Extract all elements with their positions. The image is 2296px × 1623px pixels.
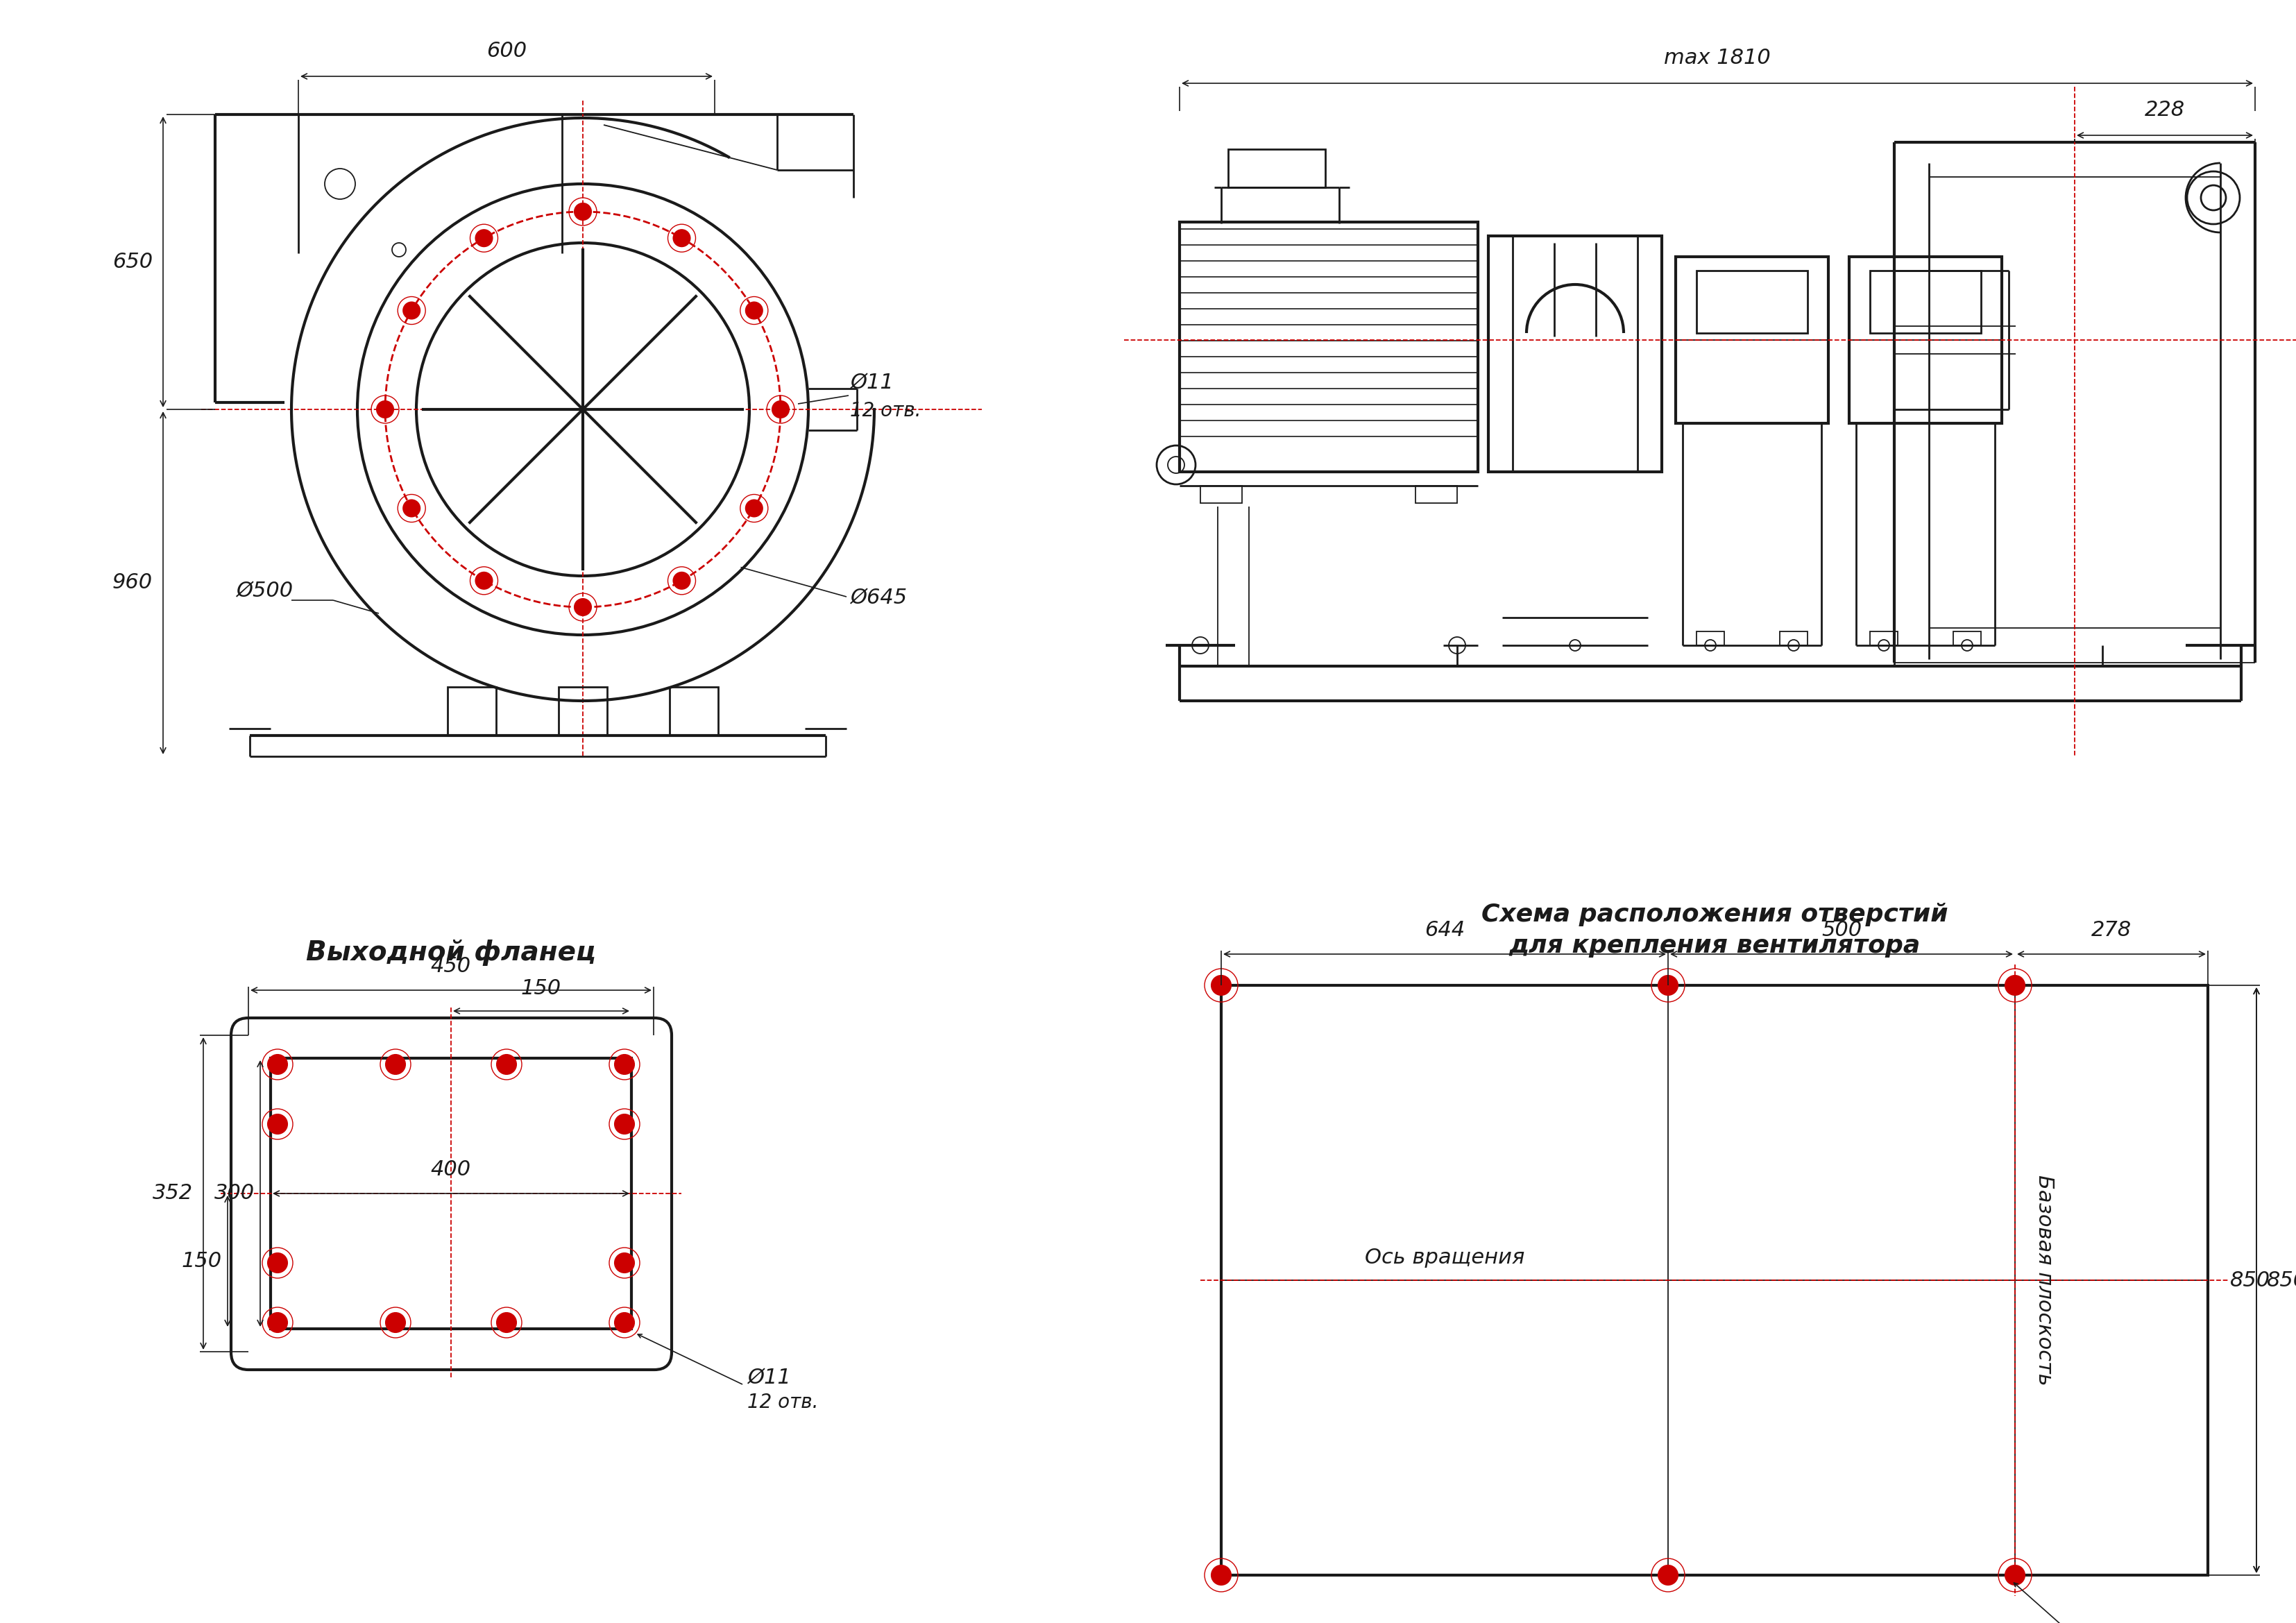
Circle shape <box>269 1115 287 1134</box>
Text: 500: 500 <box>1821 920 1862 940</box>
Circle shape <box>377 401 393 417</box>
Circle shape <box>496 1055 517 1074</box>
Text: Базовая плоскость: Базовая плоскость <box>2034 1175 2055 1386</box>
Bar <box>1201 485 1242 503</box>
Bar <box>271 1058 631 1329</box>
Circle shape <box>615 1115 634 1134</box>
Circle shape <box>475 573 491 589</box>
Bar <box>1676 256 1828 424</box>
Bar <box>1221 985 2209 1576</box>
Text: 850: 850 <box>2266 1271 2296 1290</box>
Text: Ø11: Ø11 <box>850 373 893 393</box>
Bar <box>1228 149 1325 187</box>
Circle shape <box>615 1055 634 1074</box>
Text: Выходной фланец: Выходной фланец <box>305 940 597 966</box>
Text: max 1810: max 1810 <box>1665 47 1770 68</box>
Text: 278: 278 <box>2092 920 2131 940</box>
Circle shape <box>386 1313 404 1332</box>
Circle shape <box>574 203 590 221</box>
Circle shape <box>1212 975 1231 995</box>
Circle shape <box>386 1055 404 1074</box>
Circle shape <box>269 1253 287 1272</box>
Circle shape <box>2004 975 2025 995</box>
Circle shape <box>746 302 762 318</box>
Text: 644: 644 <box>1424 920 1465 940</box>
Text: 12 отв.: 12 отв. <box>746 1393 817 1412</box>
Bar <box>448 687 496 735</box>
Text: 960: 960 <box>113 573 152 592</box>
Circle shape <box>615 1313 634 1332</box>
Circle shape <box>496 1313 517 1332</box>
Bar <box>1488 235 1662 472</box>
Circle shape <box>1658 1566 1678 1584</box>
Circle shape <box>2004 1566 2025 1584</box>
Text: 850: 850 <box>2229 1271 2271 1290</box>
Circle shape <box>269 1055 287 1074</box>
Text: 228: 228 <box>2144 101 2186 120</box>
Circle shape <box>673 573 691 589</box>
Circle shape <box>404 500 420 516</box>
Text: 150: 150 <box>521 979 563 998</box>
Bar <box>1779 631 1807 646</box>
Bar <box>1417 485 1458 503</box>
Bar <box>1697 271 1807 333</box>
Text: 352: 352 <box>152 1183 193 1204</box>
Bar <box>1697 631 1724 646</box>
Text: 600: 600 <box>487 41 526 62</box>
Circle shape <box>673 230 691 247</box>
Circle shape <box>1212 1566 1231 1584</box>
Circle shape <box>746 500 762 516</box>
Text: 400: 400 <box>432 1159 471 1180</box>
Text: 450: 450 <box>432 956 471 977</box>
Bar <box>558 687 606 735</box>
Bar <box>1869 271 1981 333</box>
Bar <box>1848 256 2002 424</box>
Text: 650: 650 <box>113 252 152 273</box>
Text: Ø500: Ø500 <box>236 581 294 601</box>
Circle shape <box>574 599 590 615</box>
Text: Ось вращения: Ось вращения <box>1364 1248 1525 1268</box>
Bar <box>1869 631 1899 646</box>
Bar <box>670 687 719 735</box>
Circle shape <box>771 401 790 417</box>
Text: Ø645: Ø645 <box>850 588 907 609</box>
Circle shape <box>269 1313 287 1332</box>
Circle shape <box>1658 975 1678 995</box>
Text: Ø11: Ø11 <box>746 1368 790 1388</box>
Circle shape <box>404 302 420 318</box>
Text: для крепления вентилятора: для крепления вентилятора <box>1508 933 1919 958</box>
Circle shape <box>615 1253 634 1272</box>
Text: 150: 150 <box>181 1251 223 1271</box>
Text: Схема расположения отверстий: Схема расположения отверстий <box>1481 902 1947 927</box>
Text: 300: 300 <box>214 1183 255 1204</box>
Bar <box>1954 631 1981 646</box>
Circle shape <box>475 230 491 247</box>
Bar <box>1180 222 1479 472</box>
Text: 12 отв.: 12 отв. <box>850 401 921 420</box>
